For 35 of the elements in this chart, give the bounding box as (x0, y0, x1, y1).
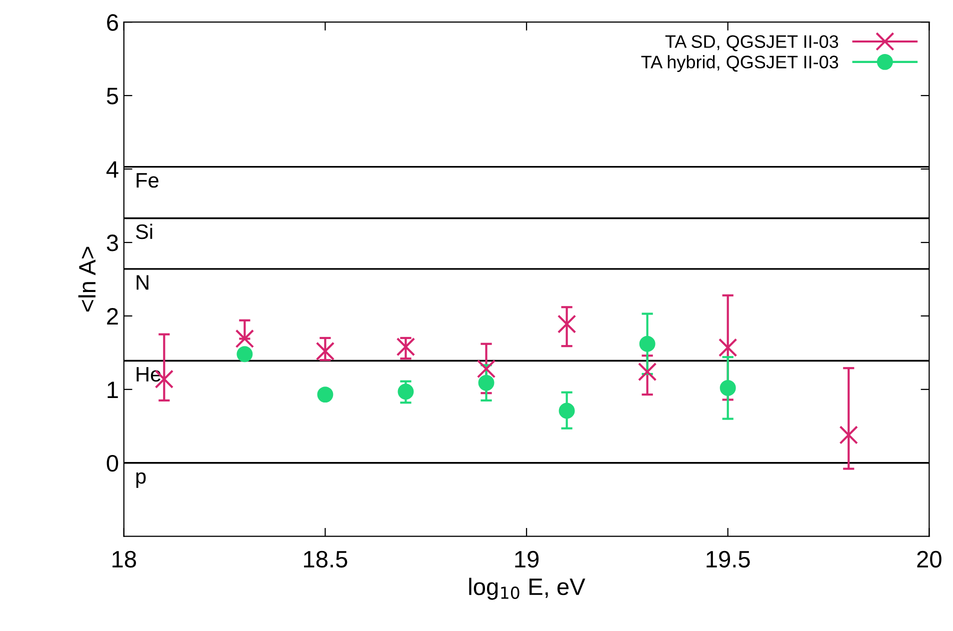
point (398, 384, 414, 400)
point (557, 314, 576, 334)
y-tick-label: 3 (106, 234, 118, 252)
point (236, 346, 253, 362)
legend-label: TA hybrid, QGSJET II-03 (641, 55, 838, 72)
point (718, 338, 738, 357)
y-tick-label: 0 (106, 454, 118, 472)
x-tick-label: 19.5 (706, 550, 750, 568)
y-tick-label: 1 (108, 382, 118, 398)
ref-line-label: Si (136, 224, 152, 240)
ref-line-label: Fe (136, 173, 158, 188)
x-axis-title: log$_{10}$ E, eV (469, 578, 586, 600)
point (396, 337, 416, 356)
x-tick-label: 19 (515, 550, 539, 568)
point (558, 402, 575, 419)
point (317, 386, 334, 403)
legend-label: TA SD, QGSJET II-03 (665, 35, 838, 52)
ref-line-label: p (136, 472, 146, 488)
y-axis-title: <ln A> (78, 246, 96, 312)
point (839, 426, 858, 444)
x-tick-label: 18 (112, 550, 136, 568)
y-tick-label: 6 (107, 14, 118, 31)
y-tick-label: 4 (106, 161, 118, 178)
point (638, 362, 657, 382)
point (476, 359, 496, 378)
ref-line-label: N (136, 275, 148, 290)
point (639, 336, 656, 352)
point (478, 374, 494, 391)
x-tick-label: 18.5 (304, 550, 348, 568)
point (720, 380, 736, 396)
y-tick-label: 5 (106, 88, 118, 104)
y-tick-label: 2 (107, 308, 118, 325)
point (235, 329, 254, 348)
x-tick-label: 20 (917, 550, 942, 568)
point (316, 342, 335, 361)
